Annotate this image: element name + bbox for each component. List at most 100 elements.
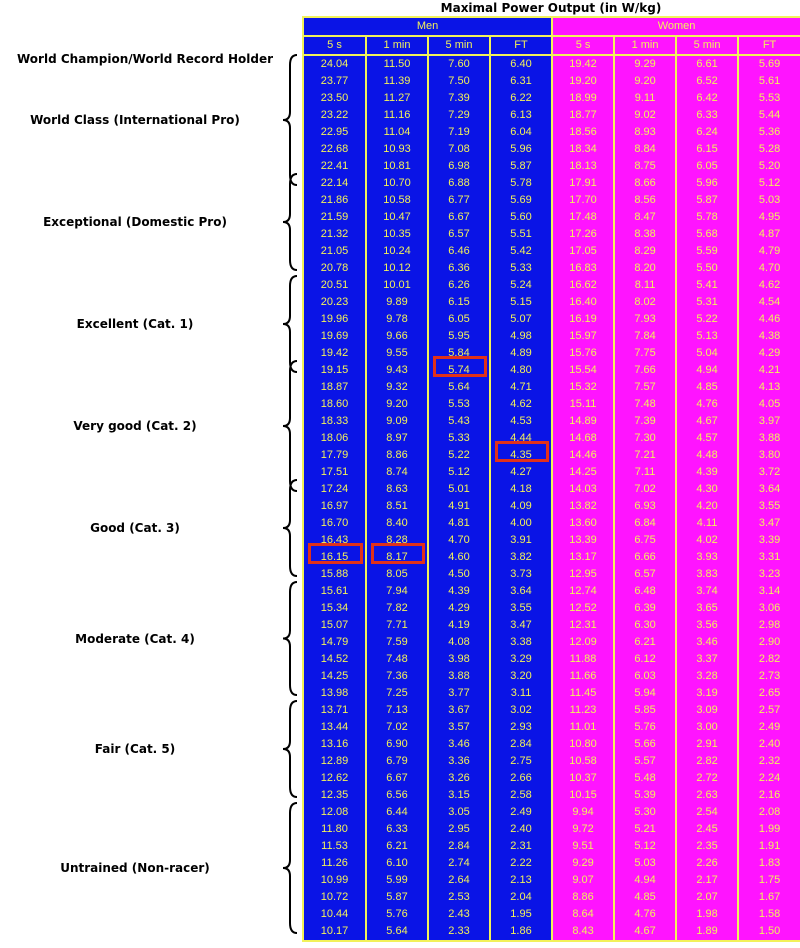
women-value-cell: 9.94 bbox=[551, 804, 615, 821]
women-value-cell: 13.39 bbox=[551, 532, 615, 549]
women-value-cell: 3.83 bbox=[675, 566, 739, 583]
table-row: 22.95 11.04 7.19 6.04 18.56 8.93 6.24 5.36 bbox=[302, 124, 800, 141]
men-value-cell: 10.99 bbox=[302, 872, 366, 889]
table-row: 10.99 5.99 2.64 2.13 9.07 4.94 2.17 1.75 bbox=[302, 872, 800, 889]
women-value-cell: 4.57 bbox=[675, 430, 739, 447]
men-value-cell: 8.86 bbox=[365, 447, 428, 464]
women-value-cell: 8.64 bbox=[551, 906, 615, 923]
men-value-cell: 4.19 bbox=[427, 617, 490, 634]
women-column-header: FT bbox=[737, 36, 800, 56]
men-value-cell: 2.13 bbox=[488, 872, 553, 889]
men-value-cell: 2.64 bbox=[427, 872, 490, 889]
women-value-cell: 4.85 bbox=[675, 379, 739, 396]
women-value-cell: 5.21 bbox=[613, 821, 677, 838]
women-value-cell: 5.36 bbox=[737, 124, 800, 141]
women-value-cell: 18.77 bbox=[551, 107, 615, 124]
women-value-cell: 7.39 bbox=[613, 413, 677, 430]
men-value-cell: 9.55 bbox=[365, 345, 428, 362]
women-value-cell: 11.88 bbox=[551, 651, 615, 668]
women-value-cell: 5.68 bbox=[675, 226, 739, 243]
men-value-cell: 5.42 bbox=[488, 243, 553, 260]
table-row: 23.22 11.16 7.29 6.13 18.77 9.02 6.33 5.44 bbox=[302, 107, 800, 124]
men-value-cell: 7.02 bbox=[365, 719, 428, 736]
women-value-cell: 4.20 bbox=[675, 498, 739, 515]
men-value-cell: 8.17 bbox=[365, 549, 428, 566]
men-value-cell: 8.05 bbox=[365, 566, 428, 583]
women-value-cell: 6.75 bbox=[613, 532, 677, 549]
women-value-cell: 11.23 bbox=[551, 702, 615, 719]
women-value-cell: 6.15 bbox=[675, 141, 739, 158]
women-value-cell: 2.57 bbox=[737, 702, 800, 719]
category-label: World Class (International Pro) bbox=[30, 113, 240, 127]
men-value-cell: 7.08 bbox=[427, 141, 490, 158]
men-value-cell: 23.50 bbox=[302, 90, 366, 107]
women-value-cell: 7.02 bbox=[613, 481, 677, 498]
chart-title: Maximal Power Output (in W/kg) bbox=[440, 1, 662, 15]
table-row: 17.51 8.74 5.12 4.27 14.25 7.11 4.39 3.72 bbox=[302, 464, 800, 481]
women-value-cell: 1.91 bbox=[737, 838, 800, 855]
women-column-header: 5 min bbox=[675, 36, 739, 56]
table-row: 13.98 7.25 3.77 3.11 11.45 5.94 3.19 2.65 bbox=[302, 685, 800, 702]
men-value-cell: 2.84 bbox=[488, 736, 553, 753]
women-value-cell: 7.11 bbox=[613, 464, 677, 481]
men-value-cell: 9.66 bbox=[365, 328, 428, 345]
men-value-cell: 10.93 bbox=[365, 141, 428, 158]
women-value-cell: 15.54 bbox=[551, 362, 615, 379]
men-value-cell: 11.04 bbox=[365, 124, 428, 141]
men-value-cell: 15.34 bbox=[302, 600, 366, 617]
women-value-cell: 2.40 bbox=[737, 736, 800, 753]
table-row: 11.80 6.33 2.95 2.40 9.72 5.21 2.45 1.99 bbox=[302, 821, 800, 838]
women-value-cell: 8.66 bbox=[613, 175, 677, 192]
women-value-cell: 2.82 bbox=[737, 651, 800, 668]
men-value-cell: 5.01 bbox=[427, 481, 490, 498]
women-value-cell: 13.82 bbox=[551, 498, 615, 515]
men-value-cell: 6.88 bbox=[427, 175, 490, 192]
men-value-cell: 2.95 bbox=[427, 821, 490, 838]
category-label: Good (Cat. 3) bbox=[90, 521, 180, 535]
category-label: Excellent (Cat. 1) bbox=[76, 317, 194, 331]
table-row: 13.71 7.13 3.67 3.02 11.23 5.85 3.09 2.57 bbox=[302, 702, 800, 719]
men-value-cell: 9.43 bbox=[365, 362, 428, 379]
women-value-cell: 1.75 bbox=[737, 872, 800, 889]
women-value-cell: 19.20 bbox=[551, 73, 615, 90]
women-value-cell: 2.08 bbox=[737, 804, 800, 821]
men-value-cell: 5.64 bbox=[427, 379, 490, 396]
men-value-cell: 4.98 bbox=[488, 328, 553, 345]
women-value-cell: 4.11 bbox=[675, 515, 739, 532]
category-brace bbox=[282, 173, 298, 271]
men-value-cell: 19.69 bbox=[302, 328, 366, 345]
men-value-cell: 6.31 bbox=[488, 73, 553, 90]
category-brace bbox=[282, 700, 298, 798]
women-value-cell: 4.13 bbox=[737, 379, 800, 396]
women-value-cell: 1.67 bbox=[737, 889, 800, 906]
men-value-cell: 22.95 bbox=[302, 124, 366, 141]
men-value-cell: 3.67 bbox=[427, 702, 490, 719]
women-value-cell: 4.62 bbox=[737, 277, 800, 294]
women-value-cell: 8.02 bbox=[613, 294, 677, 311]
men-value-cell: 3.91 bbox=[488, 532, 553, 549]
men-value-cell: 10.47 bbox=[365, 209, 428, 226]
women-value-cell: 4.79 bbox=[737, 243, 800, 260]
men-value-cell: 11.27 bbox=[365, 90, 428, 107]
table-row: 11.53 6.21 2.84 2.31 9.51 5.12 2.35 1.91 bbox=[302, 838, 800, 855]
men-value-cell: 8.40 bbox=[365, 515, 428, 532]
men-value-cell: 19.42 bbox=[302, 345, 366, 362]
women-value-cell: 5.04 bbox=[675, 345, 739, 362]
men-value-cell: 13.98 bbox=[302, 685, 366, 702]
men-value-cell: 5.60 bbox=[488, 209, 553, 226]
women-value-cell: 5.57 bbox=[613, 753, 677, 770]
men-value-cell: 6.40 bbox=[488, 55, 553, 73]
women-value-cell: 5.30 bbox=[613, 804, 677, 821]
men-value-cell: 14.79 bbox=[302, 634, 366, 651]
women-value-cell: 3.97 bbox=[737, 413, 800, 430]
men-value-cell: 6.36 bbox=[427, 260, 490, 277]
table-row: 18.60 9.20 5.53 4.62 15.11 7.48 4.76 4.05 bbox=[302, 396, 800, 413]
women-value-cell: 10.37 bbox=[551, 770, 615, 787]
men-value-cell: 3.05 bbox=[427, 804, 490, 821]
men-value-cell: 7.19 bbox=[427, 124, 490, 141]
men-value-cell: 6.21 bbox=[365, 838, 428, 855]
men-value-cell: 10.58 bbox=[365, 192, 428, 209]
women-value-cell: 3.37 bbox=[675, 651, 739, 668]
category-brace bbox=[282, 802, 298, 934]
women-value-cell: 2.73 bbox=[737, 668, 800, 685]
